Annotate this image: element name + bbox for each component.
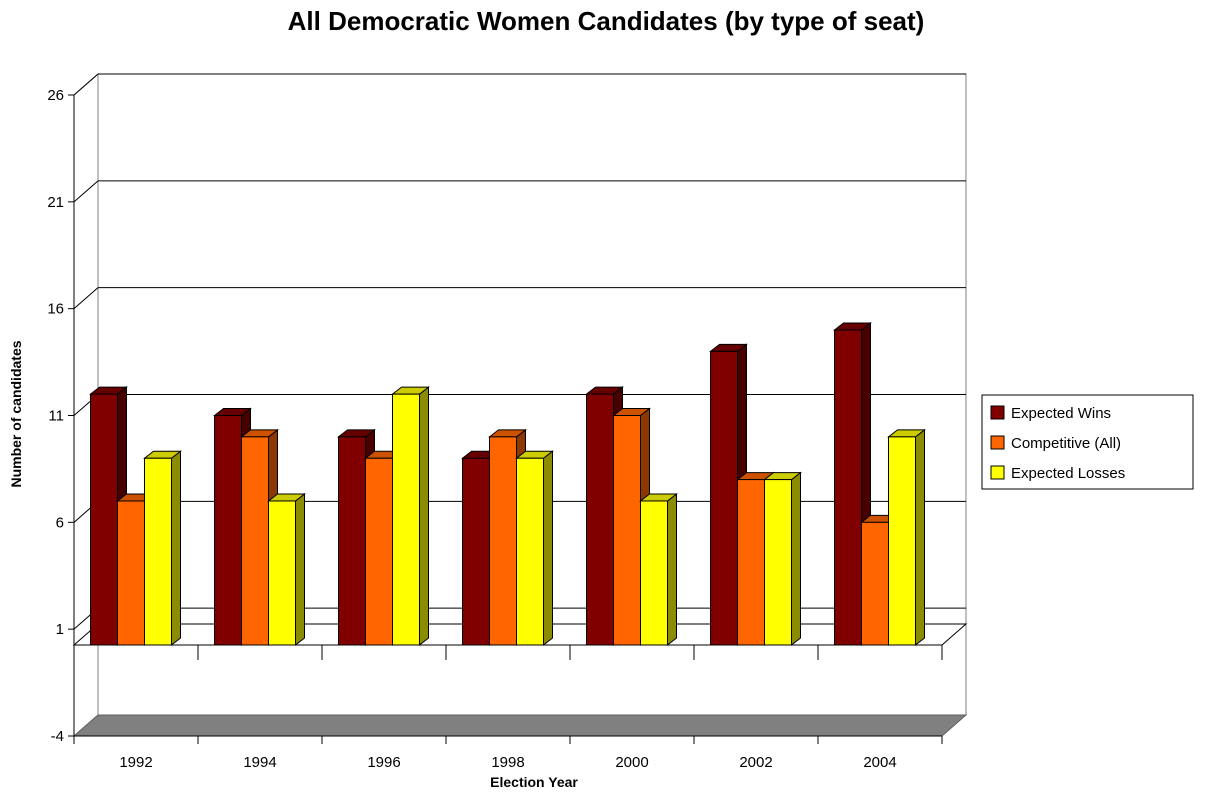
legend: Expected Wins Competitive (All) Expected L… (981, 394, 1194, 490)
bar (639, 492, 678, 647)
legend-label: Expected Losses (1011, 465, 1125, 482)
x-tick-label: 2002 (739, 754, 772, 771)
bar-side (295, 492, 305, 647)
legend-swatch (990, 465, 1005, 480)
plot-floor (72, 714, 968, 737)
gridline-side (73, 180, 99, 203)
bar-side (543, 450, 553, 647)
y-axis-label: Number of candidates (8, 340, 24, 487)
bar-front (144, 457, 172, 646)
bar (763, 471, 802, 647)
bar-front (737, 479, 765, 646)
bar-front (640, 500, 668, 646)
x-axis-ticks: 1992 1994 1996 1998 2000 2002 2004 (73, 645, 943, 771)
x-tick-label: 1998 (491, 754, 524, 771)
bar-front (241, 436, 269, 646)
y-tick-label: 1 (56, 621, 64, 638)
y-tick-label: 26 (47, 87, 64, 104)
bar-front (90, 393, 118, 646)
y-tick-label: -4 (51, 728, 64, 745)
bar-side (171, 450, 181, 647)
bar-side (791, 471, 801, 647)
bar-front (338, 436, 366, 646)
y-tick-label: 6 (56, 514, 64, 531)
bar (833, 322, 872, 647)
bar-side (667, 492, 677, 647)
y-tick-label: 21 (47, 194, 64, 211)
bar (267, 492, 306, 647)
bar-front (586, 393, 614, 646)
bar-front (462, 457, 490, 646)
legend-label: Expected Wins (1011, 405, 1111, 422)
bar-front (214, 415, 242, 646)
floor-panel (72, 714, 968, 737)
x-tick-label: 1996 (367, 754, 400, 771)
gridline-side (73, 287, 99, 310)
bar-front (834, 329, 862, 646)
bar (887, 428, 926, 647)
bar (515, 450, 554, 647)
y-tick-label: 16 (47, 301, 64, 318)
x-tick-label: 2000 (615, 754, 648, 771)
bar (143, 450, 182, 647)
bar (709, 343, 748, 647)
bar-front (613, 415, 641, 646)
bar-side (915, 428, 925, 647)
gridline-side (73, 73, 99, 96)
bar-front (117, 500, 145, 646)
bar-front (861, 521, 889, 646)
legend-swatch (990, 405, 1005, 420)
legend-label: Competitive (All) (1011, 435, 1121, 452)
legend-swatch (990, 435, 1005, 450)
x-tick-label: 2004 (863, 754, 896, 771)
bar (391, 386, 430, 647)
y-tick-label: 11 (48, 408, 64, 425)
x-axis-label: Election Year (490, 774, 578, 790)
bars (89, 322, 926, 647)
bar-front (710, 350, 738, 646)
chart-title: All Democratic Women Candidates (by type… (288, 6, 925, 36)
bar-front (888, 436, 916, 646)
bar-front (516, 457, 544, 646)
x-tick-label: 1992 (119, 754, 152, 771)
bar-front (764, 479, 792, 646)
bar-front (268, 500, 296, 646)
bar-front (392, 393, 420, 646)
legend-box (981, 394, 1194, 490)
bar-front (489, 436, 517, 646)
bar-front (365, 457, 393, 646)
x-tick-label: 1994 (243, 754, 276, 771)
bar-side (419, 386, 429, 647)
gridlines (73, 73, 966, 630)
